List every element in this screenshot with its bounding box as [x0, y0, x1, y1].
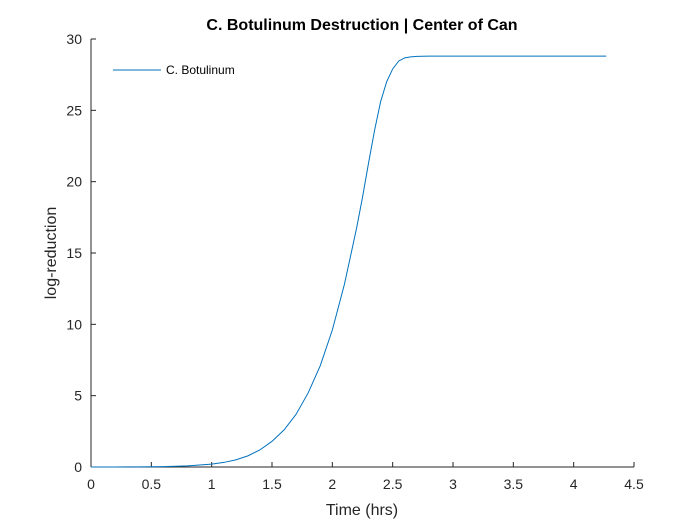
- y-tick-label: 20: [66, 174, 82, 190]
- plot-area: 0 0.5 1 1.5 2 2.5 3 3.5 4 4.5 0 5 10 15 20 25 30: [66, 31, 644, 492]
- y-tick-label: 30: [66, 31, 82, 47]
- x-tick-label: 4: [570, 476, 578, 492]
- x-tick-label: 4.5: [624, 476, 644, 492]
- y-tick-label: 10: [66, 316, 82, 332]
- x-tick-label: 2.5: [383, 476, 403, 492]
- y-axis-label: log-reduction: [43, 207, 60, 300]
- y-tick-label: 0: [74, 459, 82, 475]
- y-tick-label: 25: [66, 102, 82, 118]
- legend: C. Botulinum: [113, 63, 235, 77]
- x-tick-label: 1: [208, 476, 216, 492]
- x-tick-label: 2: [328, 476, 336, 492]
- chart-title: C. Botulinum Destruction | Center of Can: [206, 17, 517, 34]
- y-tick-label: 5: [74, 388, 82, 404]
- x-tick-label: 0: [87, 476, 95, 492]
- x-tick-label: 3: [449, 476, 457, 492]
- x-tick-label: 0.5: [142, 476, 162, 492]
- x-tick-label: 3.5: [504, 476, 524, 492]
- series-line-1: [91, 55, 607, 468]
- legend-label: C. Botulinum: [166, 63, 235, 77]
- x-tick-label: 1.5: [262, 476, 282, 492]
- x-axis-label: Time (hrs): [326, 502, 398, 519]
- y-tick-label: 15: [66, 245, 82, 261]
